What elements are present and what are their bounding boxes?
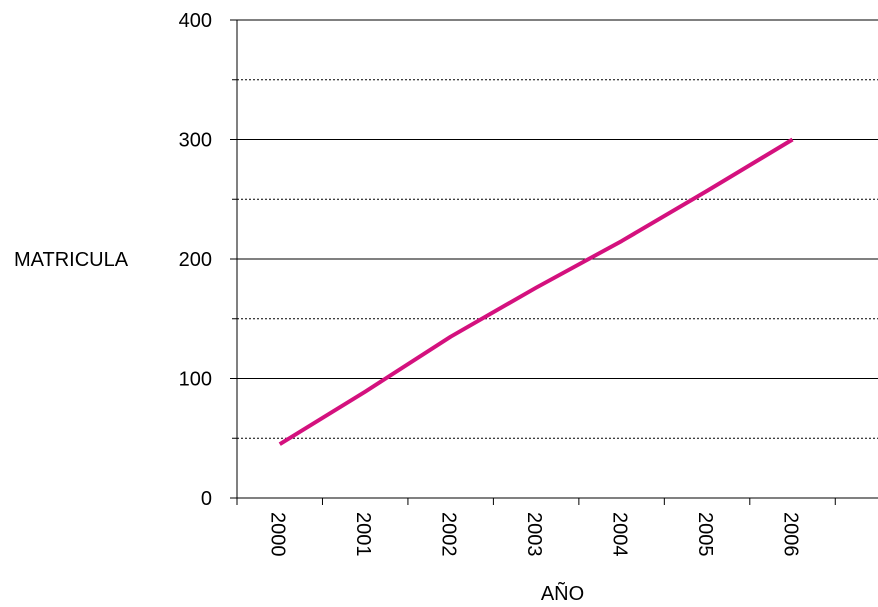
x-tick-label: 2001 [352,512,374,557]
x-tick-label: 2003 [523,512,545,557]
y-tick-label: 400 [179,10,212,32]
x-tick-label: 2002 [438,512,460,557]
axes [236,20,878,505]
series-line [278,137,794,446]
x-tick-label: 2006 [780,512,802,557]
y-tick-label: 100 [179,369,212,391]
gridlines [237,19,878,439]
x-tick-label: 2005 [694,512,716,557]
y-tick-label: 0 [201,488,212,510]
x-axis-ticks: 2000 2001 2002 2003 2004 2005 2006 [236,498,836,557]
x-axis-title: AÑO [541,581,584,605]
x-tick-label: 2000 [267,512,289,557]
y-tick-label: 300 [179,130,212,152]
y-axis-title: MATRICULA [14,249,129,271]
x-tick-label: 2004 [609,512,631,557]
y-axis-ticks: 0 100 200 300 400 [179,10,237,510]
series-group [278,137,794,446]
y-tick-label: 200 [179,249,212,271]
